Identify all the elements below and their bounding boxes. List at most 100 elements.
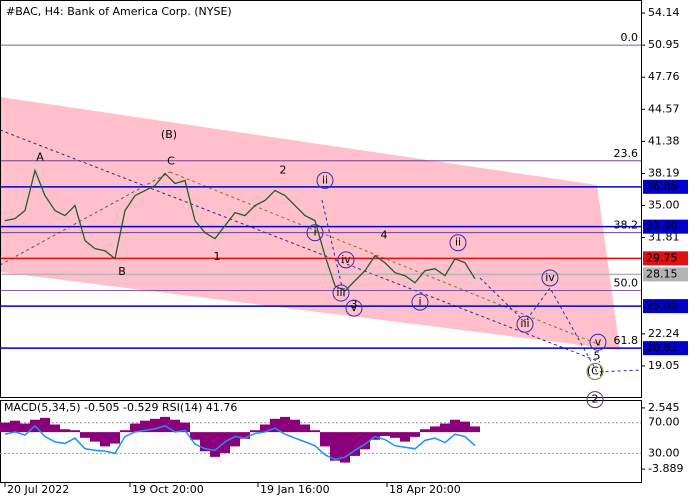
channel bbox=[0, 97, 620, 350]
macd-bar bbox=[60, 429, 70, 433]
macd-bar bbox=[230, 432, 240, 447]
macd-bar bbox=[420, 429, 430, 433]
macd-bar bbox=[240, 432, 250, 439]
level-box bbox=[643, 341, 688, 356]
macd-bar bbox=[180, 422, 190, 433]
y-tick-label: 31.81 bbox=[648, 231, 680, 244]
y-tick-label: 30.00 bbox=[648, 446, 680, 459]
macd-bar bbox=[400, 432, 410, 442]
macd-bar bbox=[160, 416, 170, 433]
wave-label: ii bbox=[455, 236, 461, 249]
level-label: 32.90 bbox=[646, 220, 678, 233]
y-tick-label: 38.19 bbox=[648, 166, 680, 179]
y-tick-label: 54.14 bbox=[648, 6, 680, 19]
macd-bar bbox=[290, 419, 300, 433]
macd-bar bbox=[260, 424, 270, 433]
wave-line bbox=[321, 199, 346, 301]
y-tick-label: 2.545 bbox=[648, 401, 680, 414]
level-label: 25.00 bbox=[646, 299, 678, 312]
macd-bar bbox=[330, 432, 340, 461]
macd-bar bbox=[210, 432, 220, 457]
channel-line bbox=[0, 129, 601, 363]
indicator-title: MACD(5,34,5) -0.505 -0.529 RSI(14) 41.76 bbox=[4, 401, 237, 414]
fib-label: 38.2 bbox=[614, 219, 639, 232]
level-box bbox=[643, 299, 688, 314]
macd-bar bbox=[340, 432, 350, 463]
wave-label: ii bbox=[322, 173, 328, 186]
wave-label: i bbox=[313, 226, 316, 239]
macd-bar bbox=[50, 424, 60, 433]
macd-bar bbox=[310, 430, 320, 433]
y-tick-label: 50.95 bbox=[648, 38, 680, 51]
macd-bar bbox=[300, 424, 310, 433]
y-tick-label: -3.889 bbox=[648, 462, 683, 475]
macd-bar bbox=[360, 432, 370, 450]
wave-circle bbox=[332, 284, 350, 302]
y-tick-label: 35.00 bbox=[648, 199, 680, 212]
wave-circle bbox=[586, 362, 604, 380]
macd-bar bbox=[380, 432, 390, 436]
price-line bbox=[4, 168, 476, 292]
wave-label: 3 bbox=[351, 298, 358, 311]
wave-label: iii bbox=[520, 317, 529, 330]
wave-label: v bbox=[595, 335, 602, 348]
fib-label: 61.8 bbox=[614, 334, 639, 347]
level-box bbox=[643, 179, 688, 194]
wave-label: iv bbox=[341, 253, 351, 266]
macd-bar bbox=[40, 417, 50, 433]
chart-title: #BAC, H4: Bank of America Corp. (NYSE) bbox=[6, 5, 232, 18]
macd-bar bbox=[190, 432, 200, 440]
macd-bar bbox=[460, 421, 470, 433]
wave-lines bbox=[0, 129, 641, 373]
y-tick-label: 47.76 bbox=[648, 70, 680, 83]
macd-bar bbox=[170, 419, 180, 433]
macd-bar bbox=[70, 430, 80, 433]
macd-bar bbox=[270, 418, 280, 433]
indicator-frame bbox=[0, 400, 642, 483]
fib-label: 0.0 bbox=[621, 31, 639, 44]
macd-bar bbox=[440, 423, 450, 433]
wave-circle bbox=[516, 315, 534, 333]
level-label: 28.15 bbox=[646, 267, 678, 280]
macd-bar bbox=[140, 420, 150, 433]
y-tick-label: 41.38 bbox=[648, 134, 680, 147]
macd-bar bbox=[200, 432, 210, 452]
wave-circle bbox=[449, 234, 467, 252]
wave-label: iii bbox=[336, 286, 345, 299]
x-tick-label: 20 Jul 2022 bbox=[7, 483, 69, 496]
level-box bbox=[643, 219, 688, 234]
macd-bar bbox=[120, 430, 130, 433]
wave-label: 4 bbox=[381, 229, 388, 242]
macd-bar bbox=[0, 422, 10, 433]
wave-label: (B) bbox=[161, 128, 177, 141]
macd-bar bbox=[150, 418, 160, 433]
wave-label: v bbox=[351, 301, 358, 314]
y-tick-label: 19.05 bbox=[648, 359, 680, 372]
macd-bar bbox=[20, 423, 30, 433]
wave-label: C bbox=[167, 154, 175, 167]
macd-bar bbox=[430, 426, 440, 433]
main-frame bbox=[0, 0, 642, 398]
wave-circle bbox=[316, 171, 334, 189]
macd-bar bbox=[130, 423, 140, 433]
macd-bar bbox=[410, 432, 420, 437]
wave-label: B bbox=[118, 265, 126, 278]
y-tick-label: 70.00 bbox=[648, 416, 680, 429]
wave-circle bbox=[337, 251, 355, 269]
macd-bar bbox=[100, 432, 110, 447]
x-tick-label: 19 Jan 16:00 bbox=[260, 483, 330, 496]
x-tick-label: 18 Apr 20:00 bbox=[389, 483, 461, 496]
wave-label: 5 bbox=[594, 349, 601, 362]
level-label: 36.86 bbox=[646, 180, 678, 193]
wave-circle bbox=[589, 333, 607, 351]
macd-bar bbox=[110, 432, 120, 444]
macd-bar bbox=[90, 432, 100, 442]
y-tick-label: 22.24 bbox=[648, 327, 680, 340]
wave-line bbox=[0, 171, 171, 266]
y-tick-label: 44.57 bbox=[648, 102, 680, 115]
macd-bar bbox=[320, 432, 330, 447]
wave-circle bbox=[586, 391, 604, 409]
fib-label: 50.0 bbox=[614, 276, 639, 289]
level-label: 29.75 bbox=[646, 251, 678, 264]
